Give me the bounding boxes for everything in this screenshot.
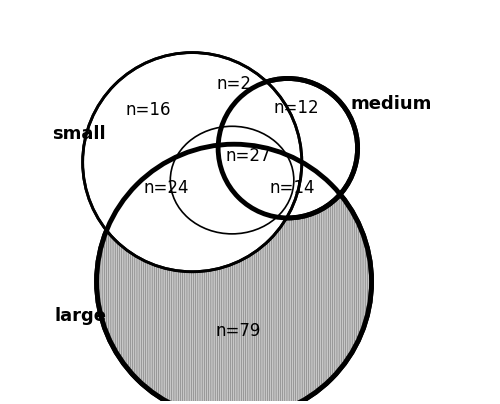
Text: n=16: n=16	[126, 101, 171, 119]
Circle shape	[96, 144, 372, 404]
Text: n=27: n=27	[226, 147, 271, 165]
Text: n=2: n=2	[216, 76, 252, 93]
Text: small: small	[52, 125, 106, 143]
Text: large: large	[54, 307, 106, 324]
Text: n=14: n=14	[269, 179, 314, 197]
Circle shape	[82, 53, 302, 272]
Text: n=12: n=12	[273, 99, 318, 118]
Circle shape	[218, 78, 358, 218]
Text: n=24: n=24	[144, 179, 189, 197]
Text: medium: medium	[351, 95, 432, 114]
Text: n=79: n=79	[216, 322, 260, 341]
